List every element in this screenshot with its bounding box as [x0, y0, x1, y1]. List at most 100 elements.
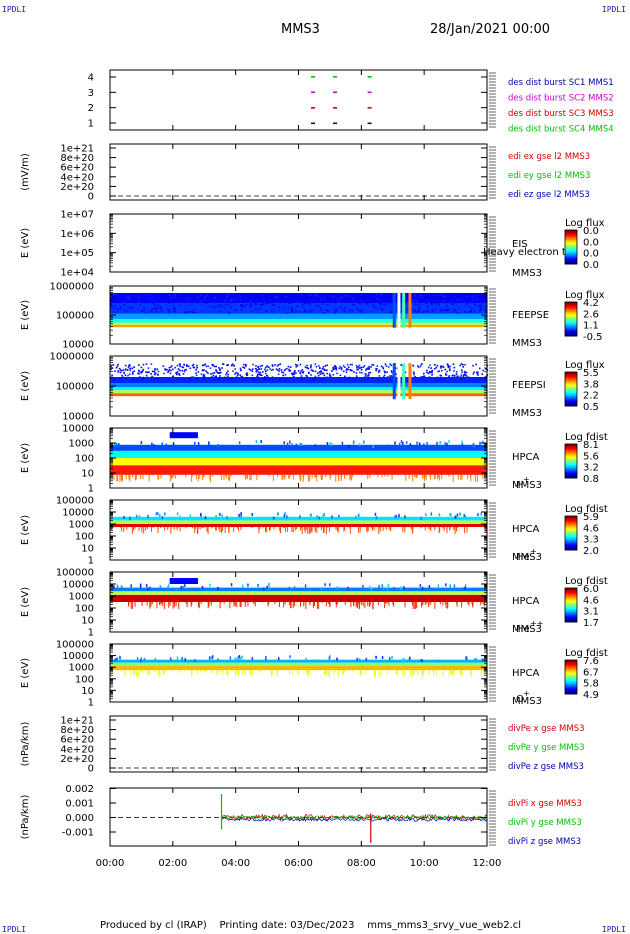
spectrogram-pixel	[161, 442, 164, 446]
spectrogram-drip	[412, 670, 414, 676]
spectrogram-drip	[190, 602, 192, 607]
spectrogram-pixel	[326, 376, 328, 379]
spectrogram-pixel	[389, 363, 391, 366]
spectrogram-drip	[174, 474, 176, 479]
spectrogram-drip	[200, 670, 202, 672]
spectrogram-pixel	[277, 373, 280, 375]
colorbar-tick-label: 2.0	[583, 546, 599, 557]
spectrogram-pixel	[371, 363, 373, 366]
spectrogram-pixel	[206, 377, 209, 379]
y-tick-label: 1e+07	[60, 210, 94, 221]
colorbar-swatch	[565, 545, 577, 548]
spectrogram-pixel	[332, 307, 334, 310]
spectrogram-pixel	[389, 375, 391, 377]
spectrogram-pixel	[375, 369, 377, 372]
spectrogram-pixel	[118, 367, 121, 370]
spectrogram-pixel	[387, 302, 389, 304]
spectrogram-pixel	[347, 296, 350, 299]
spectrogram-pixel	[419, 293, 421, 296]
spectrogram-pixel	[440, 365, 442, 367]
spectrogram-pixel	[351, 369, 353, 372]
spectrogram-drip	[245, 670, 247, 675]
colorbar-tick-label: 4.9	[583, 690, 599, 701]
spectrogram-pixel	[284, 373, 287, 376]
spectrogram-pixel	[417, 365, 419, 367]
spectrogram-drip	[250, 474, 252, 481]
spectrogram-pixel	[413, 373, 416, 376]
spectrogram-drip	[152, 474, 154, 476]
spectrogram-drip	[401, 670, 403, 672]
spectrogram-drip	[134, 527, 136, 530]
colorbar-swatch	[565, 256, 577, 259]
spectrogram-pixel	[315, 294, 317, 296]
spectrogram-pixel	[323, 368, 325, 371]
spectrogram-pixel	[150, 301, 153, 303]
spectrogram-pixel	[258, 373, 261, 376]
spectrogram-pixel	[333, 368, 335, 370]
spectrogram-pixel	[473, 658, 476, 662]
spectrogram-drip	[213, 670, 215, 674]
spectrogram-drip	[202, 474, 204, 478]
spectrogram-drip	[395, 670, 397, 676]
spectrogram-drip	[253, 602, 255, 604]
spectrogram-pixel	[260, 368, 263, 370]
spectrogram-pixel	[213, 365, 216, 368]
spectrogram-pixel	[257, 368, 260, 371]
spectrogram-pixel	[427, 372, 430, 375]
spectrogram-drip	[296, 527, 298, 529]
spectrogram-pixel	[118, 295, 121, 298]
spectrogram-pixel	[215, 375, 218, 378]
spectrogram-pixel	[339, 306, 342, 308]
spectrogram-pixel	[201, 295, 204, 298]
spectrogram-drip	[164, 527, 166, 531]
spectrogram-pixel	[395, 373, 397, 376]
spectrogram-pixel	[177, 368, 180, 370]
burst-mark	[367, 107, 372, 109]
spectrogram-pixel	[389, 376, 391, 378]
spectrogram-pixel	[279, 363, 282, 366]
colorbar-swatch	[565, 616, 577, 619]
spectrogram-pixel	[147, 587, 149, 591]
spectrogram-pixel	[419, 309, 421, 312]
spectrogram-pixel	[189, 378, 192, 381]
spectrogram-pixel	[368, 365, 370, 368]
spectrogram-pixel	[464, 584, 467, 588]
spectrogram-pixel	[177, 377, 180, 380]
colorbar-swatch	[565, 262, 577, 265]
spectrogram-pixel	[462, 366, 465, 368]
spectrogram-drip	[366, 527, 368, 533]
spectrogram-pixel	[419, 584, 422, 588]
spectrogram-pixel	[302, 370, 305, 373]
spectrogram-drip	[384, 602, 386, 609]
spectrogram-pixel	[309, 310, 312, 312]
spectrogram-drip	[277, 670, 279, 672]
spectrogram-pixel	[384, 371, 386, 374]
spectrogram-pixel	[326, 293, 329, 296]
spectrogram-pixel	[459, 376, 462, 378]
spectrogram-drip	[364, 602, 366, 609]
spectrogram-pixel	[426, 371, 428, 374]
spectrogram-drip	[461, 602, 463, 608]
spectrogram-pixel	[341, 293, 343, 296]
spectrogram-drip	[214, 527, 216, 531]
spectrogram-drip	[428, 527, 430, 530]
spectrogram-pixel	[204, 307, 207, 310]
spectrogram-pixel	[112, 364, 115, 366]
spectrogram-pixel	[436, 294, 439, 297]
colorbar-swatch	[565, 686, 577, 689]
spectrogram-drip	[125, 474, 127, 480]
spectrogram-pixel	[129, 516, 131, 520]
spectrogram-pixel	[326, 364, 329, 367]
spectrogram-pixel	[339, 295, 342, 298]
colorbar-swatch	[565, 393, 577, 396]
spectrogram-pixel	[197, 371, 200, 373]
spectrogram-drip	[313, 602, 315, 607]
spectrogram-pixel	[152, 302, 155, 305]
spectrogram-drip	[474, 474, 476, 482]
spectrogram-drip	[261, 602, 263, 603]
spectrogram-pixel	[335, 310, 337, 312]
spectrogram-pixel	[478, 306, 480, 308]
spectrogram-drip	[448, 670, 450, 672]
spectrogram-pixel	[475, 658, 478, 662]
